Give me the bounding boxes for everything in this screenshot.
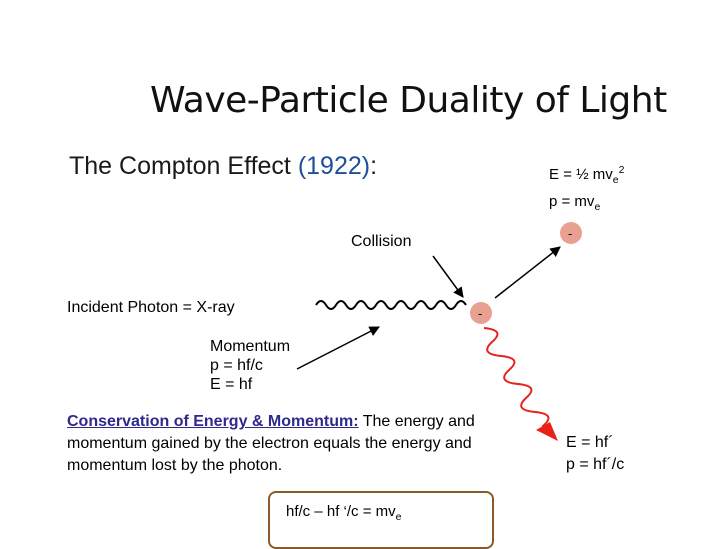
photon-momentum-block: Momentum p = hf/c E = hf xyxy=(210,337,290,394)
energy-eq-sub: e xyxy=(612,174,619,186)
subtitle-year: (1922) xyxy=(297,152,371,180)
electron-charge-mid: - xyxy=(478,306,482,321)
collision-arrow xyxy=(432,255,464,298)
scattered-photon-arrowhead xyxy=(536,422,558,441)
scattered-photon-wave xyxy=(483,327,550,435)
momentum-arrow xyxy=(296,326,380,370)
electron-momentum-eq: p = mve xyxy=(549,191,624,218)
collision-label: Collision xyxy=(351,233,412,250)
formula-sub: e xyxy=(395,511,402,523)
momentum-eq-text: p = mv xyxy=(549,193,595,210)
energy-eq-text: E = ½ mv xyxy=(549,166,613,183)
subtitle-main: The Compton Effect xyxy=(69,152,298,180)
electron-energy-eq: E = ½ mve2 xyxy=(549,160,624,191)
momentum-heading: Momentum xyxy=(210,338,291,355)
conservation-body: The energy and momentum gained by the el… xyxy=(67,413,475,474)
conservation-text: Conservation of Energy & Momentum: The e… xyxy=(67,411,547,477)
energy-eq-sup: 2 xyxy=(618,164,625,176)
electron-recoil-dot xyxy=(560,222,582,244)
electron-equations: E = ½ mve2 p = mve xyxy=(549,160,624,218)
subtitle-colon: : xyxy=(370,152,378,180)
photon-momentum-eq: p = hf/c xyxy=(210,357,263,374)
incident-photon-wave xyxy=(315,300,467,310)
electron-collision-dot xyxy=(470,302,492,324)
electron-charge-top: - xyxy=(568,226,572,241)
photon-energy-eq: E = hf xyxy=(210,376,253,393)
subtitle: The Compton Effect (1922): xyxy=(69,152,377,181)
incident-photon-label: Incident Photon = X-ray xyxy=(67,299,235,316)
electron-recoil-arrow xyxy=(494,246,561,299)
momentum-eq-sub: e xyxy=(594,201,601,213)
scattered-energy-eq: E = hf´ xyxy=(566,434,614,451)
slide-title: Wave-Particle Duality of Light xyxy=(150,80,667,121)
scattered-momentum-eq: p = hf´/c xyxy=(566,456,625,473)
scattered-photon-equations: E = hf´ p = hf´/c xyxy=(566,432,624,476)
formula-text: hf/c – hf ‘/c = mv xyxy=(286,503,396,520)
conservation-heading: Conservation of Energy & Momentum: xyxy=(67,413,359,430)
conservation-formula: hf/c – hf ‘/c = mve xyxy=(286,503,401,523)
